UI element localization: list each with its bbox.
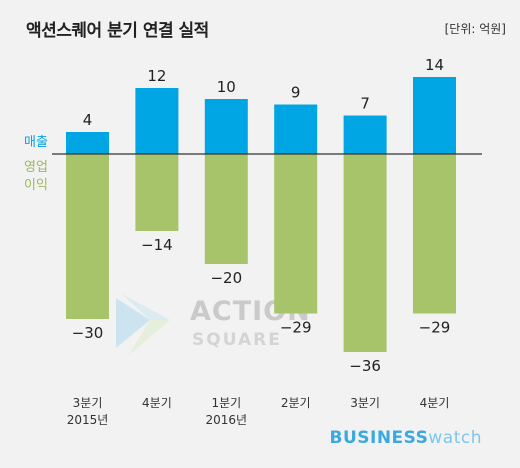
brand-bold: BUSINESS [329, 428, 429, 448]
revenue-bar [66, 132, 109, 154]
x-tick-label: 2015년 [67, 413, 109, 427]
revenue-value-label: 9 [291, 84, 301, 102]
revenue-value-label: 7 [360, 95, 370, 113]
x-tick-label: 3분기 [350, 396, 380, 410]
revenue-value-label: 14 [425, 56, 444, 74]
operating-profit-bar [204, 154, 248, 264]
x-tick-label: 4분기 [142, 396, 172, 410]
legend-profit-line2: 이익 [24, 178, 48, 193]
x-tick-label: 2분기 [281, 396, 311, 410]
operating-profit-bar [66, 154, 109, 319]
x-tick-label: 1분기 [211, 396, 241, 410]
watermark-line2: SQUARE [192, 330, 282, 350]
operating-profit-value-label: −29 [419, 319, 451, 337]
operating-profit-value-label: −14 [141, 236, 173, 254]
operating-profit-bar [274, 154, 318, 314]
legend-revenue: 매출 [24, 135, 48, 150]
operating-profit-bar [135, 154, 179, 231]
operating-profit-value-label: −29 [280, 319, 312, 337]
revenue-value-label: 12 [147, 67, 166, 85]
x-tick-label: 2016년 [206, 413, 248, 427]
revenue-bar [343, 115, 387, 154]
businesswatch-logo: BUSINESSwatch [329, 428, 482, 448]
revenue-value-label: 10 [217, 78, 236, 96]
operating-profit-value-label: −36 [349, 357, 381, 375]
unit-label: [단위: 억원] [444, 22, 506, 36]
operating-profit-bar [413, 154, 456, 314]
revenue-bar [135, 88, 179, 154]
operating-profit-bar [343, 154, 387, 352]
operating-profit-value-label: −30 [72, 324, 104, 342]
operating-profit-value-label: −20 [210, 269, 242, 287]
brand-light: watch [428, 428, 482, 448]
revenue-bar [413, 77, 456, 154]
x-tick-label: 4분기 [420, 396, 450, 410]
revenue-bar [274, 104, 318, 154]
revenue-value-label: 4 [83, 111, 93, 129]
revenue-bar [204, 99, 248, 154]
x-tick-label: 3분기 [73, 396, 103, 410]
action-square-logo-icon [116, 294, 170, 356]
legend-profit-line1: 영업 [24, 160, 48, 175]
chart-title: 액션스퀘어 분기 연결 실적 [26, 21, 209, 41]
